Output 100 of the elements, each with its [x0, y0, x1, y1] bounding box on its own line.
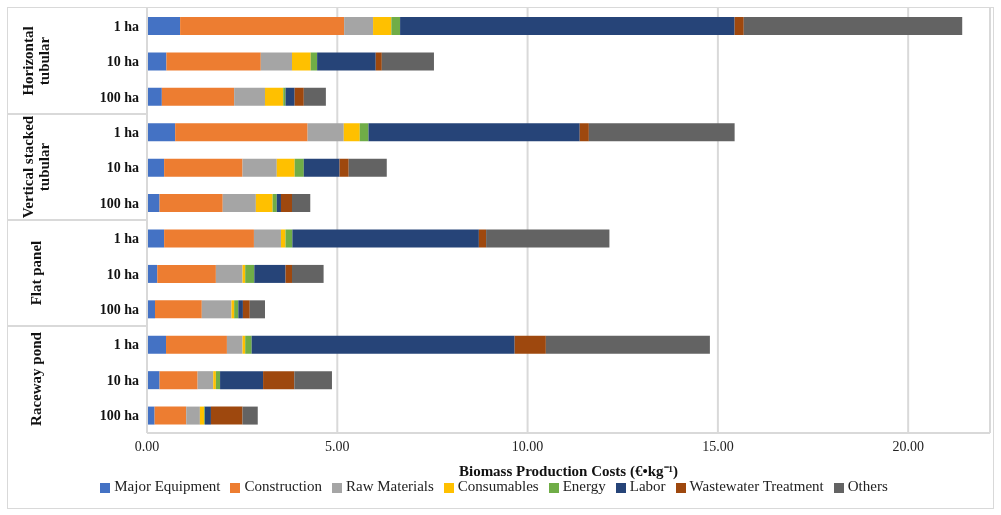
bar: [161, 87, 235, 106]
bar: [368, 123, 580, 142]
bar: [285, 87, 295, 106]
bar: [344, 17, 374, 35]
bar: [253, 229, 281, 248]
bar: [147, 406, 155, 425]
text: Horizontal tubular: [19, 25, 53, 98]
bar: [201, 300, 232, 319]
bar: [280, 229, 286, 248]
bar: [249, 300, 265, 319]
bar: [263, 371, 295, 390]
bar: [292, 194, 311, 213]
bar: [317, 52, 376, 71]
bar: [359, 123, 369, 142]
legend-label: Raw Materials: [345, 478, 434, 494]
bar: [164, 158, 243, 177]
bar: [220, 371, 264, 390]
bar: [242, 300, 250, 319]
bar: [245, 264, 255, 283]
bar: [373, 17, 392, 35]
y-tick-label: 10 ha: [106, 54, 139, 70]
bar: [254, 264, 286, 283]
y-tick-label: 10 ha: [106, 160, 139, 176]
bar: [255, 194, 273, 213]
bar: [222, 194, 256, 213]
bar: [294, 87, 304, 106]
bar: [294, 158, 304, 177]
x-tick-label: 5.00: [325, 438, 350, 454]
bar: [292, 229, 479, 248]
bar: [147, 371, 160, 390]
y-tick-label: 100 ha: [99, 302, 139, 318]
x-axis-title: Biomass Production Costs (€•kg⁻¹): [458, 463, 679, 480]
bar: [743, 17, 963, 35]
bar: [343, 123, 360, 142]
y-tick-label: 1 ha: [113, 231, 139, 247]
bar: [478, 229, 487, 248]
bar: [294, 371, 332, 390]
y-tick-label: 1 ha: [113, 18, 139, 34]
y-tick-label: 100 ha: [99, 195, 139, 211]
bar: [147, 158, 165, 177]
bar: [210, 406, 243, 425]
y-tick-label: 1 ha: [113, 337, 139, 353]
text: Raceway pond: [27, 331, 45, 428]
bar: [339, 158, 349, 177]
y-tick-label: 100 ha: [99, 89, 139, 105]
bar: [204, 406, 211, 425]
bar: [154, 406, 187, 425]
bar: [276, 194, 281, 213]
bar: [147, 52, 167, 71]
bar: [579, 123, 589, 142]
legend-label: Major Equipment: [114, 478, 221, 494]
x-tick-label: 0.00: [134, 438, 160, 454]
bar: [285, 264, 292, 283]
bar: [588, 123, 735, 142]
bar: [280, 194, 292, 213]
bar: [251, 335, 515, 354]
y-tick-label: 1 ha: [113, 124, 139, 140]
bar: [283, 87, 286, 106]
bar: [242, 158, 277, 177]
bar: [303, 158, 340, 177]
legend-label: Construction: [244, 478, 322, 494]
bar: [238, 300, 243, 319]
bar: [166, 52, 261, 71]
bar: [303, 87, 326, 106]
bar: [197, 371, 214, 390]
y-tick-label: 100 ha: [99, 408, 139, 424]
bar: [147, 229, 165, 248]
y-tick-label: 10 ha: [106, 372, 139, 388]
bar: [199, 406, 205, 425]
bar: [147, 194, 160, 213]
bar: [231, 300, 235, 319]
bar: [226, 335, 243, 354]
bar: [391, 17, 401, 35]
bar: [159, 371, 198, 390]
bar: [292, 264, 324, 283]
bar: [242, 406, 258, 425]
bar: [147, 17, 181, 35]
x-tick-label: 15.00: [702, 438, 734, 454]
legend-label: Labor: [629, 478, 666, 494]
bar: [348, 158, 387, 177]
bar: [245, 335, 252, 354]
bar: [234, 300, 239, 319]
bar: [545, 335, 710, 354]
bar: [381, 52, 434, 71]
bar: [514, 335, 546, 354]
legend-label: Others: [847, 478, 888, 494]
bar: [164, 229, 254, 248]
bar: [175, 123, 308, 142]
bar: [734, 17, 744, 35]
bar: [375, 52, 382, 71]
bar: [166, 335, 227, 354]
text: Flat panel: [27, 239, 45, 308]
legend-label: Energy: [562, 478, 606, 494]
bar: [215, 371, 221, 390]
bar: [234, 87, 265, 106]
bar: [186, 406, 200, 425]
bar: [147, 87, 162, 106]
x-tick-label: 10.00: [511, 438, 544, 454]
y-tick-label: 10 ha: [106, 266, 139, 282]
bar: [292, 52, 311, 71]
